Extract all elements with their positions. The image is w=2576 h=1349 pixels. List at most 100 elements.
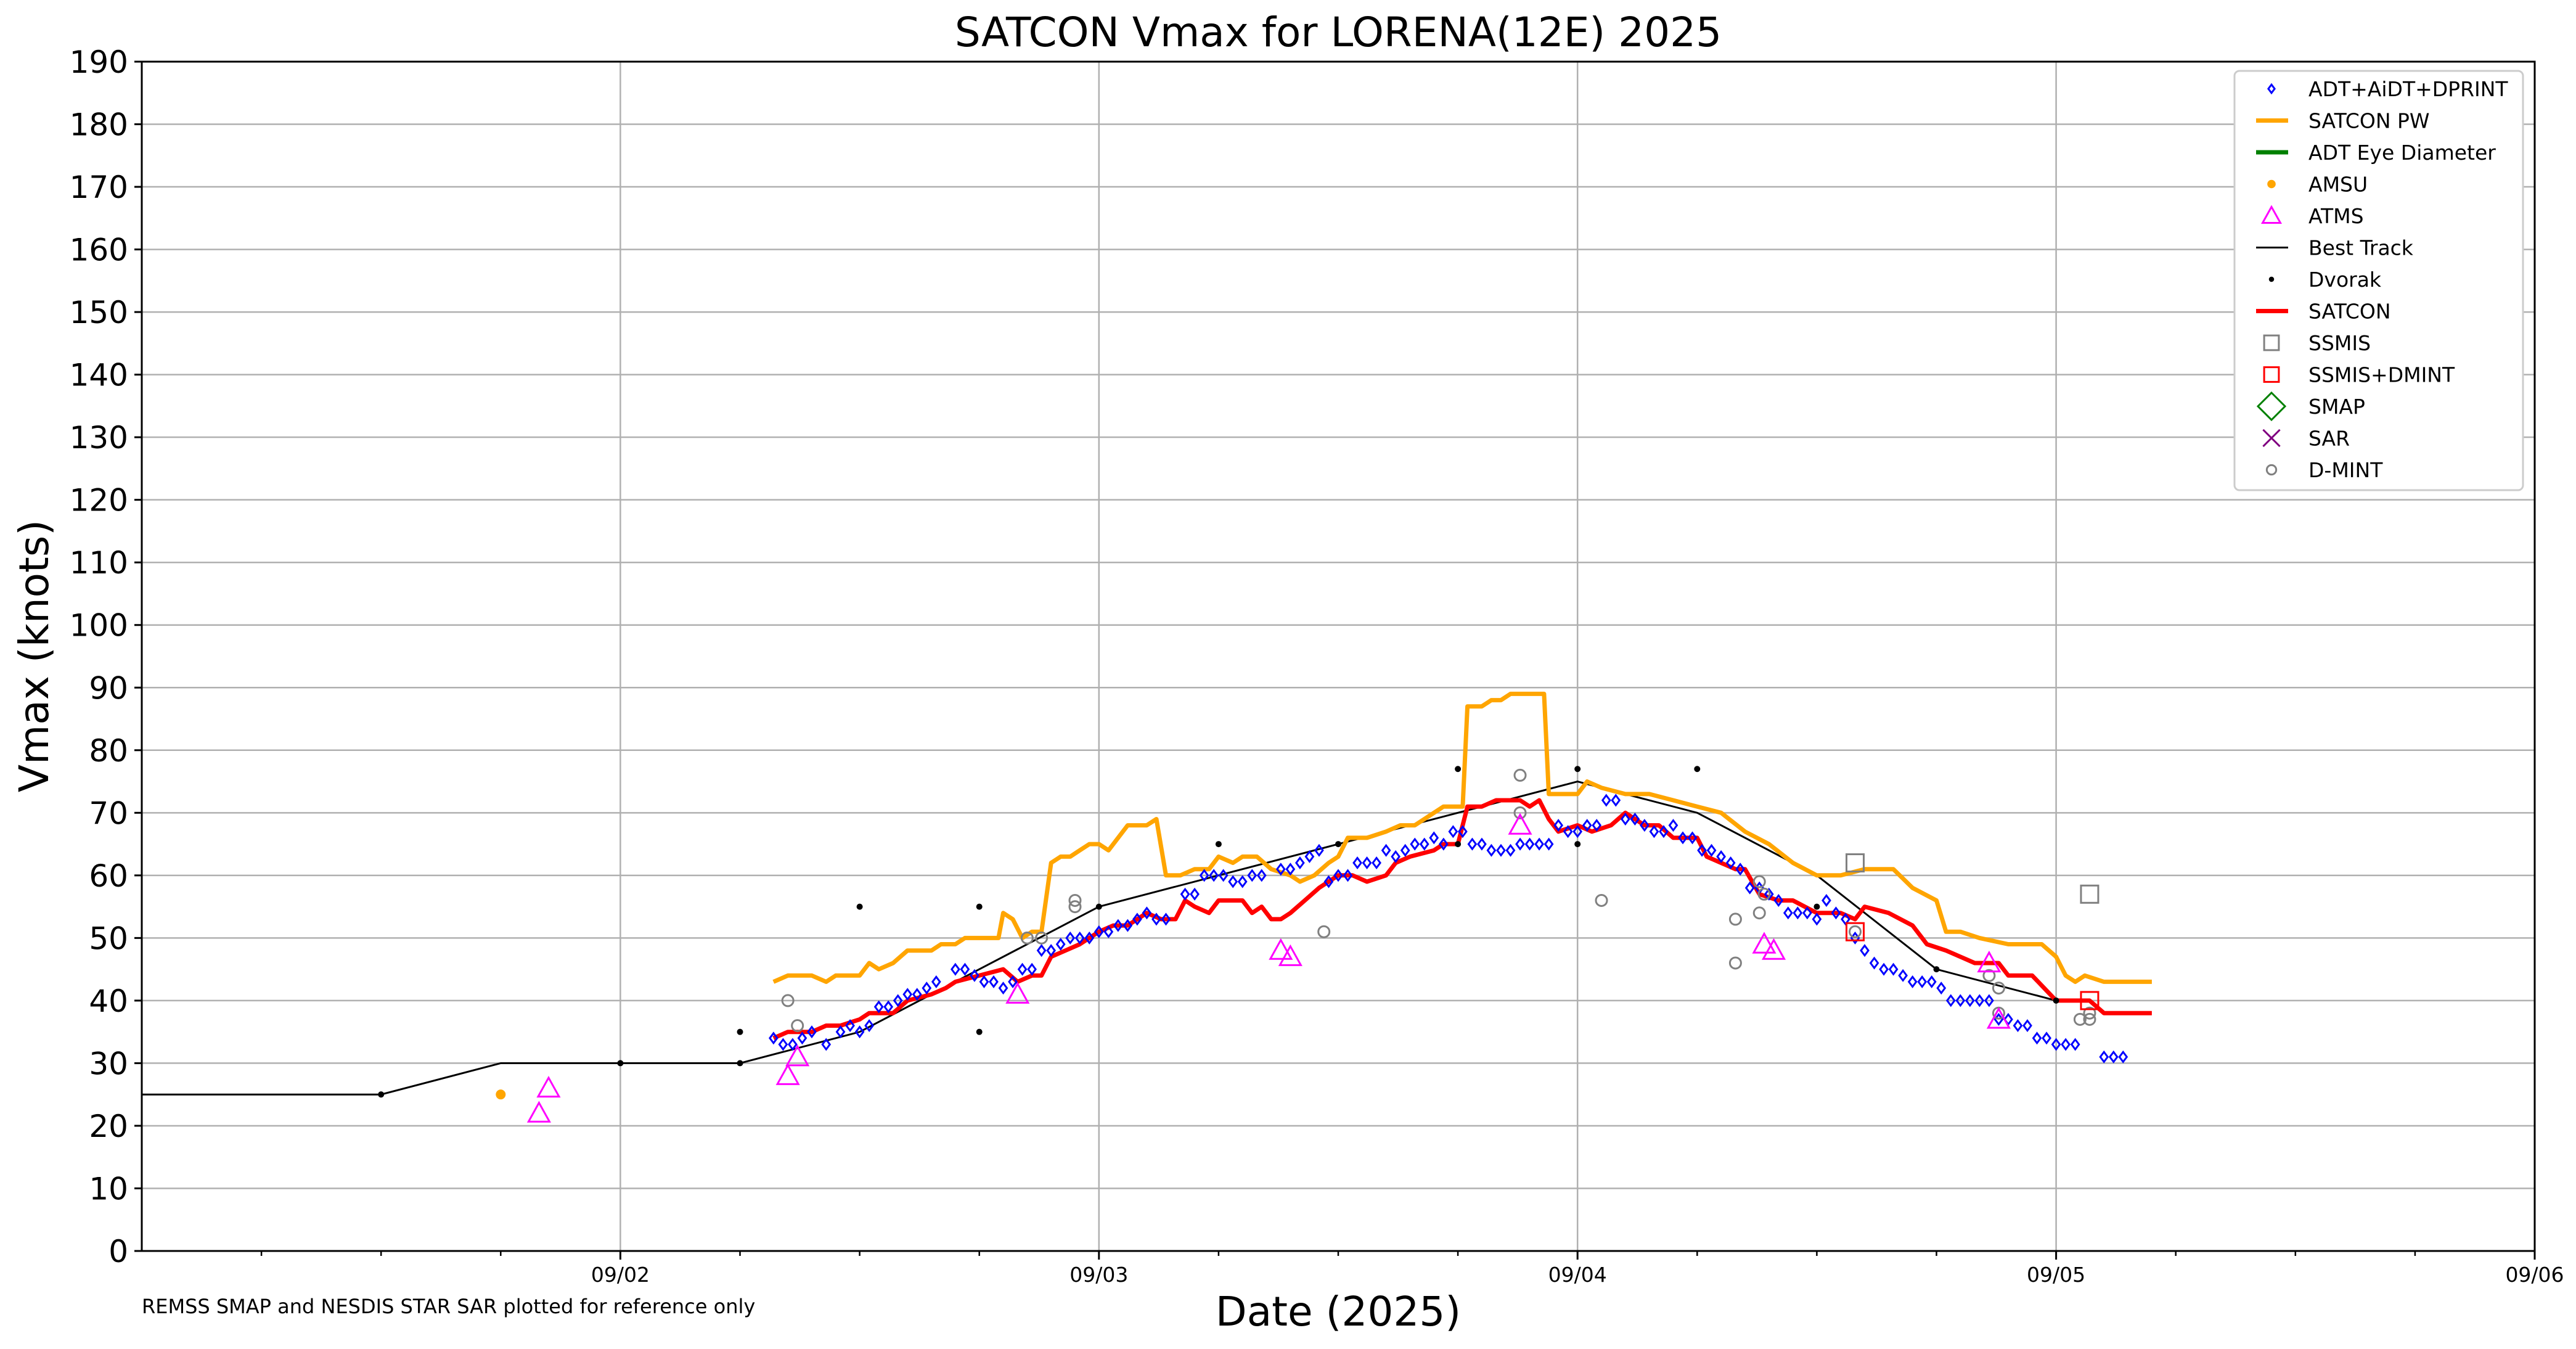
y-tick-label: 110: [70, 545, 128, 581]
point-adt-aidt-dprint: [1256, 869, 1267, 882]
legend-entry-atms: ATMS: [2261, 204, 2364, 228]
y-tick-label: 0: [108, 1234, 128, 1269]
point-adt-aidt-dprint: [989, 975, 999, 988]
point-d-mint: [1035, 931, 1049, 945]
point-adt-aidt-dprint: [1190, 887, 1200, 901]
x-tick-label: 09/06: [2505, 1263, 2564, 1287]
point-adt-aidt-dprint: [1467, 837, 1478, 851]
point-adt-aidt-dprint: [1410, 837, 1420, 851]
legend-swatch: [2263, 366, 2280, 383]
y-tick-label: 180: [70, 107, 128, 143]
point-adt-aidt-dprint: [1486, 843, 1497, 857]
y-tick-label: 30: [89, 1046, 128, 1081]
point-adt-aidt-dprint: [1744, 881, 1755, 895]
point-adt-aidt-dprint: [1122, 919, 1133, 932]
legend-entry-ssmis-dmint: SSMIS+DMINT: [2263, 363, 2455, 387]
point-dvorak: [378, 1091, 385, 1098]
point-adt-aidt-dprint: [1697, 843, 1707, 857]
point-adt-aidt-dprint: [1438, 837, 1449, 851]
point-adt-aidt-dprint: [1898, 969, 1908, 982]
y-tick-label: 90: [89, 670, 128, 706]
point-dvorak: [856, 903, 863, 910]
legend-entry-sar: SAR: [2262, 427, 2350, 451]
point-atms: [775, 1063, 800, 1085]
point-adt-aidt-dprint: [2061, 1038, 2071, 1051]
point-adt-aidt-dprint: [1572, 825, 1583, 839]
x-axis-label: Date (2025): [1216, 1288, 1461, 1335]
point-adt-aidt-dprint: [1352, 856, 1362, 870]
legend-entry-satcon: SATCON: [2256, 300, 2391, 324]
legend-box: [2233, 70, 2524, 491]
point-adt-aidt-dprint: [1860, 944, 1870, 957]
point-adt-aidt-dprint: [788, 1038, 798, 1051]
point-atms: [1986, 1007, 2011, 1029]
y-tick-label: 140: [70, 358, 128, 393]
point-adt-aidt-dprint: [1582, 819, 1592, 832]
point-d-mint: [1728, 912, 1742, 926]
point-atms: [526, 1101, 551, 1123]
point-adt-aidt-dprint: [1764, 887, 1774, 901]
y-tick-label: 150: [70, 295, 128, 330]
legend-entry-ssmis: SSMIS: [2263, 331, 2371, 355]
point-adt-aidt-dprint: [1094, 925, 1104, 938]
point-adt-aidt-dprint: [1984, 994, 1994, 1007]
point-adt-aidt-dprint: [1362, 856, 1372, 870]
point-adt-aidt-dprint: [979, 975, 989, 988]
point-atms: [1005, 982, 1030, 1004]
legend-entry-dvorak: Dvorak: [2268, 268, 2382, 292]
point-adt-aidt-dprint: [2051, 1038, 2061, 1051]
point-adt-aidt-dprint: [1046, 944, 1057, 957]
series-ssmis-dmint: [1846, 922, 2100, 1011]
legend-label: SAR: [2308, 427, 2350, 451]
legend-swatch: [2256, 391, 2287, 422]
point-adt-aidt-dprint: [1419, 837, 1429, 851]
legend-swatch: [2268, 276, 2275, 282]
point-adt-aidt-dprint: [1822, 893, 1831, 907]
point-dvorak: [1095, 903, 1102, 910]
point-adt-aidt-dprint: [1323, 875, 1334, 888]
point-dvorak: [1455, 841, 1462, 848]
legend-entry-adt-eye-diameter: ADT Eye Diameter: [2256, 141, 2496, 165]
point-adt-aidt-dprint: [1926, 975, 1937, 988]
point-adt-aidt-dprint: [1668, 819, 1678, 832]
point-atms: [1508, 813, 1532, 835]
series-amsu: [496, 1089, 506, 1100]
point-adt-aidt-dprint: [1773, 893, 1784, 907]
legend-label: SMAP: [2308, 395, 2365, 419]
legend-label: SATCON: [2308, 300, 2391, 324]
point-adt-aidt-dprint: [1802, 906, 1812, 920]
point-atms: [536, 1075, 561, 1098]
point-adt-aidt-dprint: [1563, 825, 1573, 839]
point-adt-aidt-dprint: [1132, 912, 1142, 926]
y-tick-label: 40: [89, 983, 128, 1019]
point-adt-aidt-dprint: [768, 1031, 779, 1045]
point-adt-aidt-dprint: [1008, 975, 1018, 988]
point-ssmis-dmint: [2080, 991, 2100, 1011]
point-adt-aidt-dprint: [1199, 869, 1209, 882]
y-tick-label: 20: [89, 1109, 128, 1144]
legend-entry-satcon-pw: SATCON PW: [2256, 109, 2430, 133]
point-dvorak: [1455, 766, 1462, 773]
legend-entry-smap: SMAP: [2256, 391, 2365, 422]
point-adt-aidt-dprint: [1036, 944, 1047, 957]
y-axis-label: Vmax (knots): [10, 520, 58, 792]
point-dvorak: [617, 1060, 624, 1067]
point-adt-aidt-dprint: [1343, 869, 1353, 882]
point-adt-aidt-dprint: [1716, 850, 1726, 863]
legend-label: Dvorak: [2308, 268, 2382, 292]
axis-ticks: 0 10 20 30 40 50 60 70 80 90 100 110 120 130 140 150 160…: [70, 44, 2564, 1287]
point-adt-aidt-dprint: [1917, 975, 1928, 988]
point-adt-aidt-dprint: [1869, 956, 1879, 970]
point-adt-aidt-dprint: [1831, 906, 1841, 920]
y-tick-label: 160: [70, 232, 128, 268]
legend-label: SATCON PW: [2308, 109, 2430, 133]
point-adt-aidt-dprint: [2042, 1031, 2051, 1045]
point-d-mint: [2083, 1006, 2096, 1020]
point-adt-aidt-dprint: [1524, 837, 1535, 851]
legend-label: SSMIS+DMINT: [2308, 363, 2455, 387]
point-d-mint: [1757, 887, 1771, 901]
point-adt-aidt-dprint: [1228, 875, 1238, 888]
point-adt-aidt-dprint: [835, 1025, 846, 1039]
